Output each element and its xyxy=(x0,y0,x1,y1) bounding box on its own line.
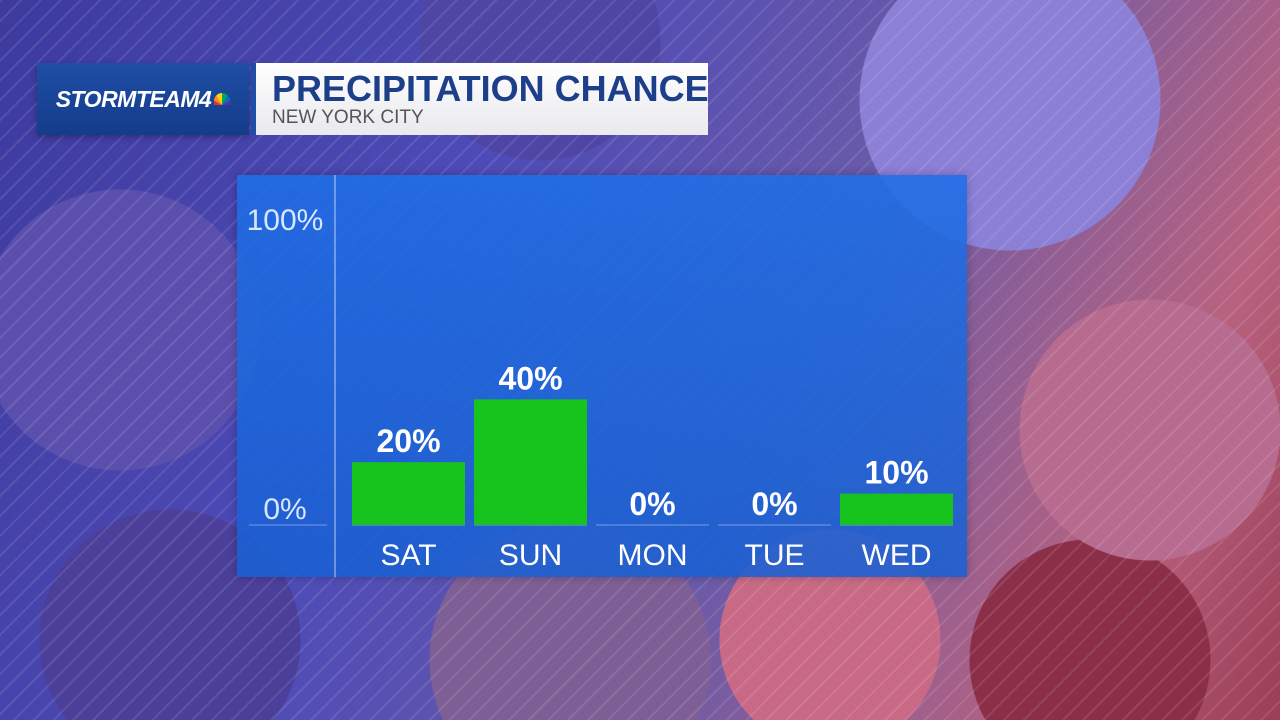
category-label-wed: WED xyxy=(862,539,932,572)
precipitation-bar-chart: 100% 0% 20% SAT 40% SUN 0% MON 0% TUE 10% WED xyxy=(247,175,953,577)
title-banner: PRECIPITATION CHANCE NEW YORK CITY xyxy=(251,63,709,135)
value-label-tue: 0% xyxy=(751,486,797,522)
category-label-tue: TUE xyxy=(745,539,805,572)
category-label-mon: MON xyxy=(618,539,688,572)
category-label-sat: SAT xyxy=(380,539,436,572)
value-label-sun: 40% xyxy=(498,360,562,396)
category-label-sun: SUN xyxy=(499,539,562,572)
value-label-sat: 20% xyxy=(376,423,440,459)
chart-subtitle: NEW YORK CITY xyxy=(272,107,424,128)
bar-sat xyxy=(352,462,465,525)
value-label-wed: 10% xyxy=(864,455,928,491)
chart-title: PRECIPITATION CHANCE xyxy=(272,68,709,109)
y-tick-min: 0% xyxy=(263,493,306,526)
chart-panel: 100% 0% 20% SAT 40% SUN 0% MON 0% TUE 10% WED xyxy=(237,175,967,577)
title-accent-bar xyxy=(251,63,256,135)
bar-wed xyxy=(840,493,953,525)
value-label-mon: 0% xyxy=(629,486,675,522)
nbc-peacock-icon xyxy=(214,93,231,105)
y-tick-max: 100% xyxy=(247,204,324,237)
stormteam4-logo: STORMTEAM4 xyxy=(37,63,249,135)
brand-label: STORMTEAM4 xyxy=(55,85,212,112)
bar-sun xyxy=(474,399,587,525)
